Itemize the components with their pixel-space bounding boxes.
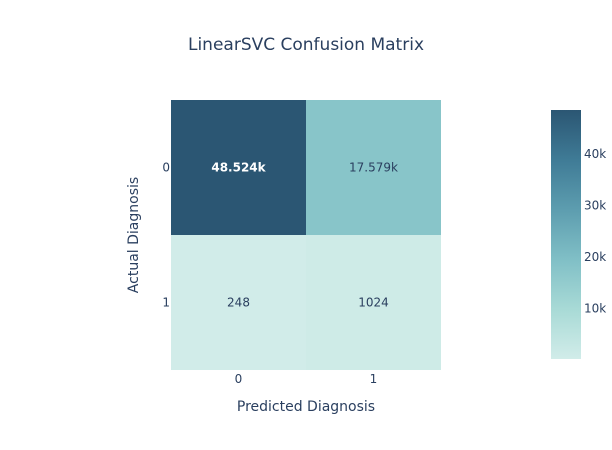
x-tick-label: 1 <box>370 372 378 386</box>
cell-value-label: 1024 <box>358 296 389 310</box>
y-tick-label: 0 <box>162 161 170 175</box>
cell-labels: 48.524k 17.579k 248 1024 <box>211 161 398 310</box>
colorbar-tick-label: 20k <box>584 250 606 264</box>
chart-title: LinearSVC Confusion Matrix <box>188 35 424 55</box>
cell-value-label: 48.524k <box>211 161 266 175</box>
cell-value-label: 17.579k <box>349 161 398 175</box>
colorbar-ticks: 10k 20k 30k 40k <box>584 147 606 316</box>
heatmap-cell-r0-c0 <box>171 100 306 235</box>
y-tick-label: 1 <box>162 296 170 310</box>
colorbar <box>551 110 581 359</box>
colorbar-tick-label: 40k <box>584 147 606 161</box>
colorbar-tick-label: 30k <box>584 199 606 213</box>
x-axis-title: Predicted Diagnosis <box>237 399 375 415</box>
heatmap-cell-r0-c1 <box>306 100 441 235</box>
x-tick-label: 0 <box>235 372 243 386</box>
heatmap-cell-r1-c0 <box>171 235 306 370</box>
colorbar-tick-label: 10k <box>584 302 606 316</box>
heatmap-cells <box>171 100 441 370</box>
y-axis-title: Actual Diagnosis <box>126 177 142 293</box>
y-axis-ticks: 01 <box>162 161 170 310</box>
cell-value-label: 248 <box>227 296 250 310</box>
heatmap-cell-r1-c1 <box>306 235 441 370</box>
